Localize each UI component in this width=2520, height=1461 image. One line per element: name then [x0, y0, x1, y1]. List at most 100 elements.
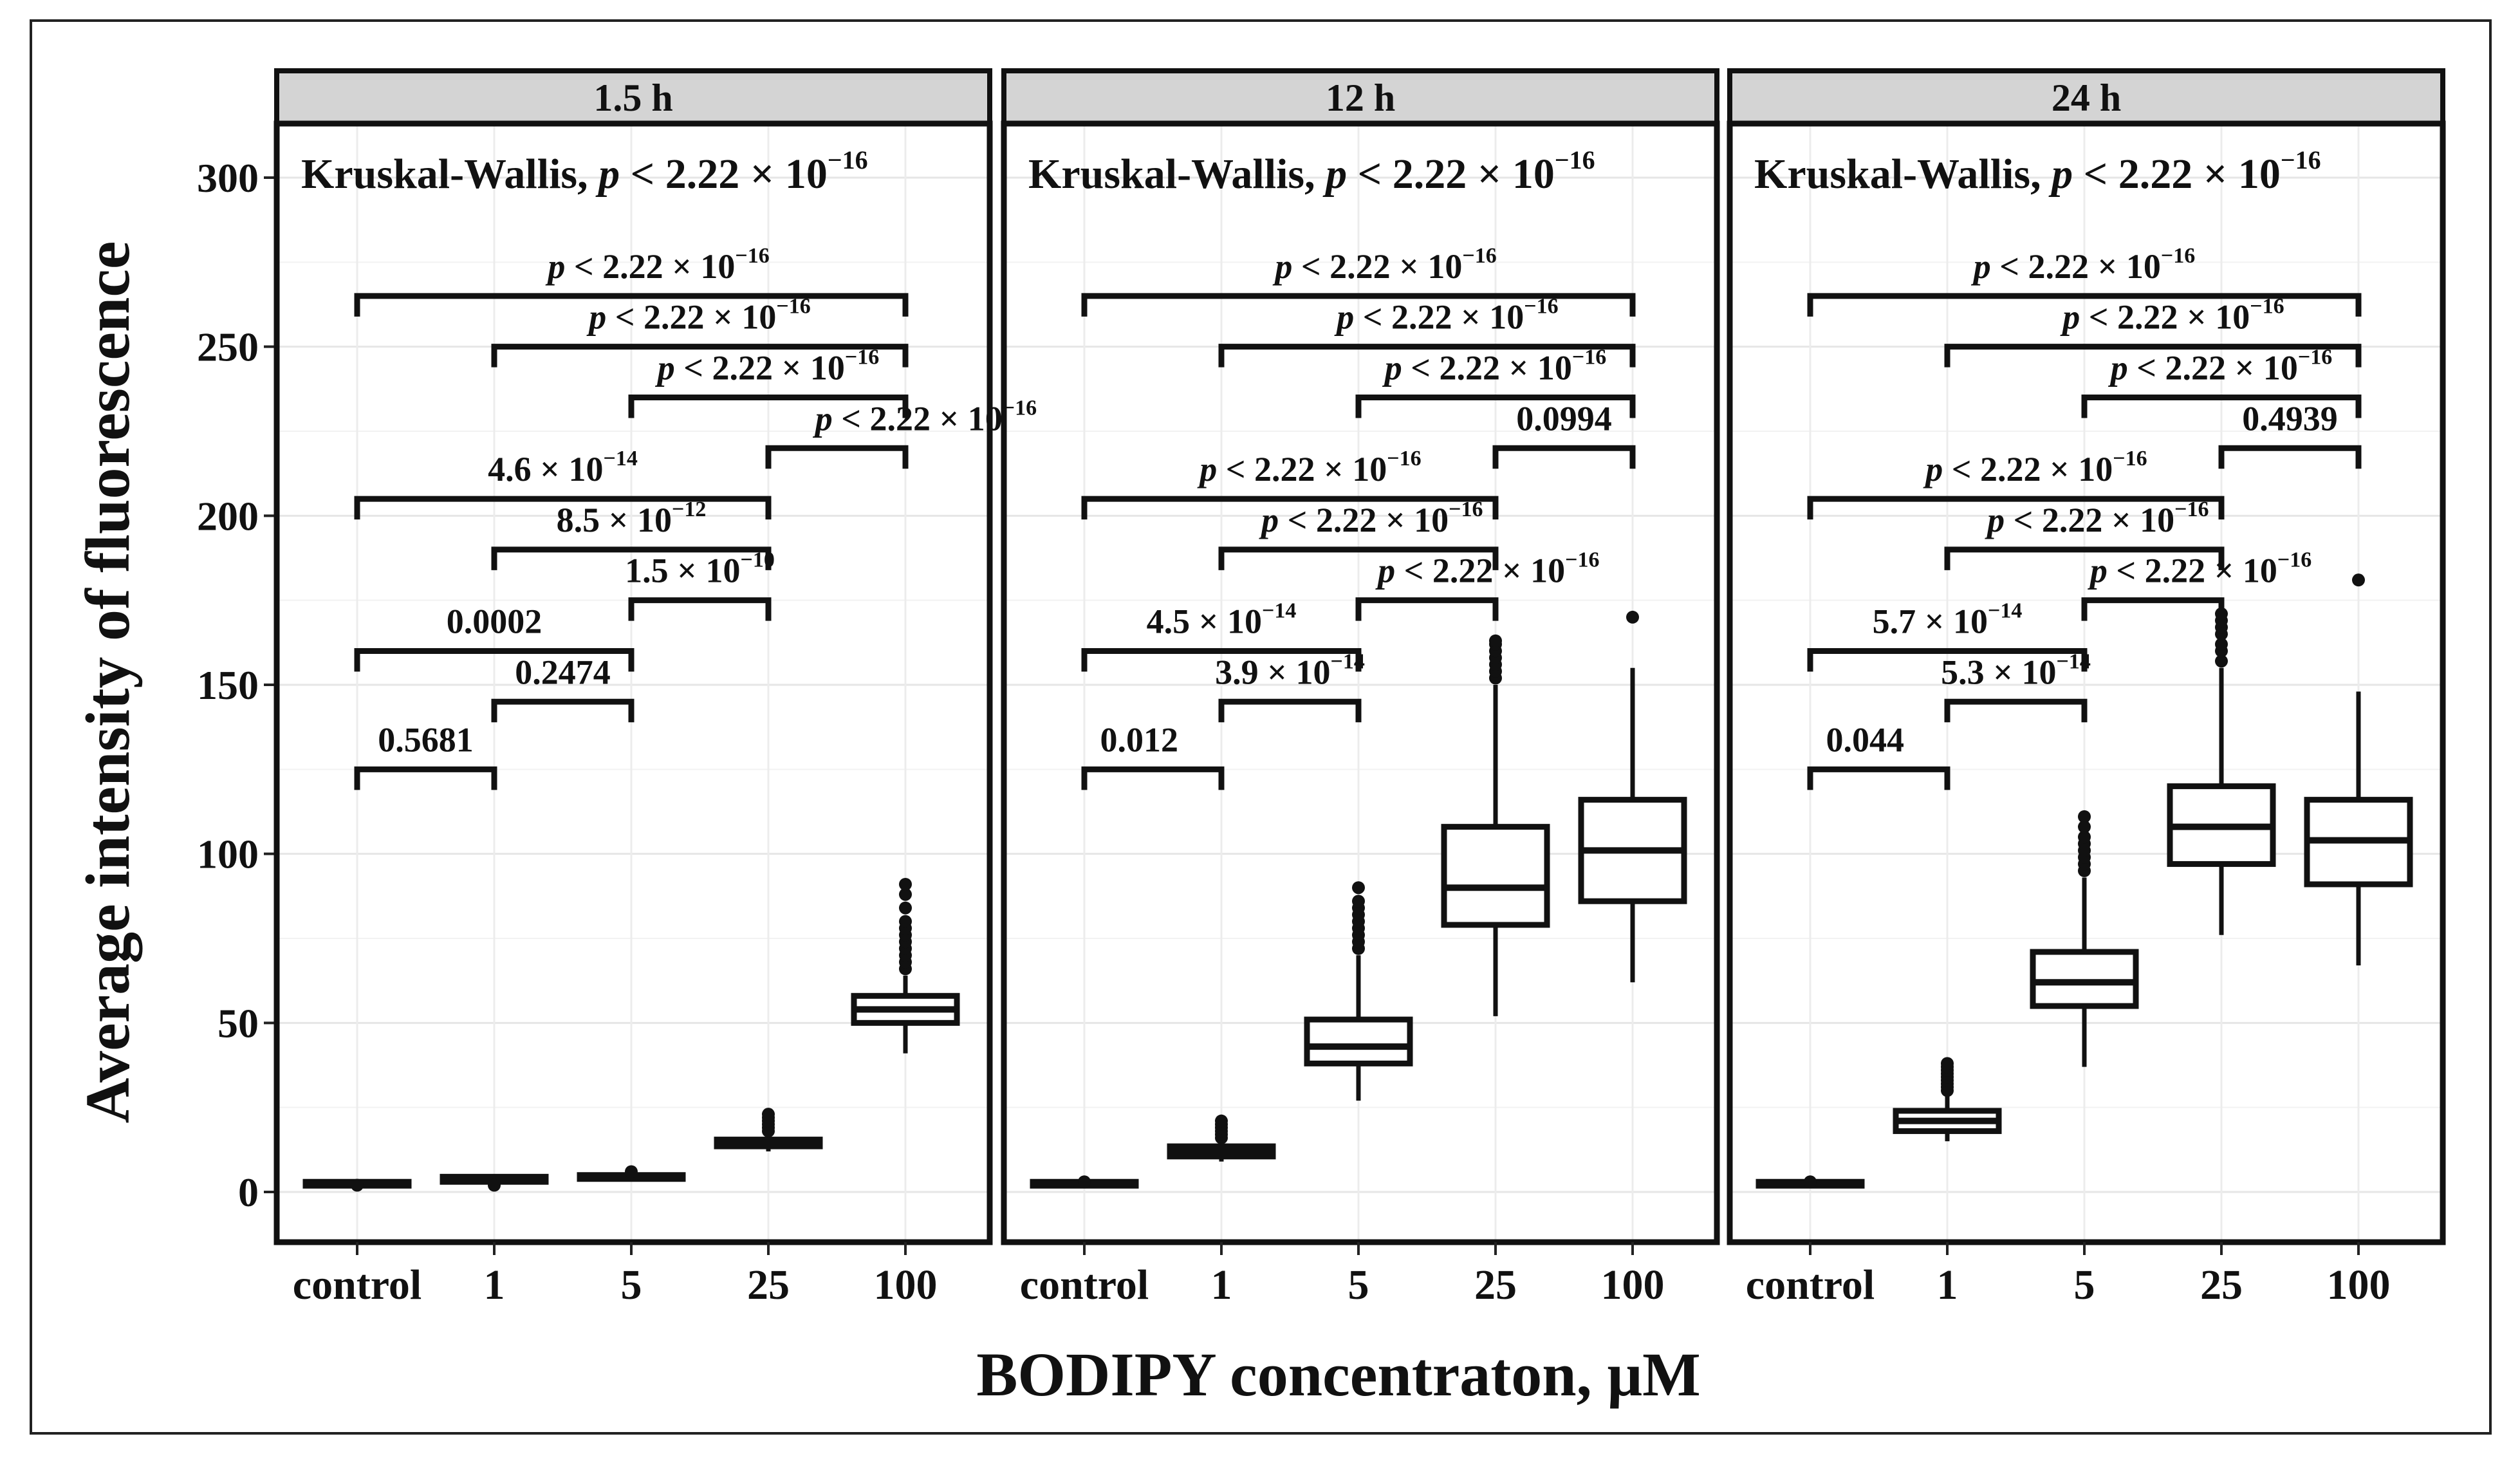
- comparison-exponent: −16: [1524, 295, 1558, 319]
- comparison-bracket: 0.012: [1081, 720, 1225, 790]
- bracket-line: [1218, 546, 1499, 570]
- outlier-point: [488, 1178, 501, 1192]
- comparison-label: 4.6 × 10−14: [488, 447, 638, 489]
- comparison-p: p: [1375, 552, 1395, 590]
- comparison-p: p: [2088, 552, 2108, 590]
- comparison-bracket: p < 2.22 × 10−16: [491, 295, 909, 368]
- outlier-point: [1626, 610, 1639, 624]
- comparison-value: 0.0994: [1516, 399, 1612, 438]
- kw-value: < 2.22 × 10: [620, 151, 828, 198]
- box-control: [1756, 1175, 1865, 1189]
- comparison-bracket: p < 2.22 × 10−16: [628, 345, 909, 418]
- comparison-exponent: −16: [2113, 447, 2147, 470]
- y-tick-label: 300: [197, 155, 259, 201]
- outlier-point: [2215, 637, 2228, 651]
- comparison-value: 0.044: [1826, 720, 1904, 759]
- comparison-label: p < 2.22 × 10−16: [2108, 345, 2332, 387]
- bracket-line: [354, 766, 497, 790]
- panel-frame: [1727, 120, 2446, 1245]
- y-tick-label: 150: [197, 662, 259, 708]
- comparison-bracket: p < 2.22 × 10−16: [354, 244, 909, 317]
- panel-title: 1.5 h: [593, 77, 672, 119]
- bracket-line: [491, 344, 909, 368]
- comparison-bracket: 0.0002: [354, 602, 635, 672]
- outlier-point: [899, 915, 912, 928]
- comparison-bracket: 1.5 × 10−10: [625, 548, 775, 621]
- comparison-value: 1.5 × 10: [625, 552, 740, 590]
- x-tick-label: 25: [2200, 1261, 2243, 1308]
- comparison-label: 1.5 × 10−10: [625, 548, 775, 590]
- comparison-p: p: [545, 247, 565, 286]
- comparison-value: < 2.22 × 10: [2080, 298, 2250, 337]
- comparison-bracket: 0.2474: [491, 653, 635, 723]
- x-tick-label: 100: [2327, 1261, 2391, 1308]
- comparison-exponent: −16: [1449, 498, 1483, 521]
- outlier-point: [1078, 1175, 1091, 1189]
- comparison-bracket: 3.9 × 10−14: [1215, 649, 1365, 723]
- outlier-point: [2078, 810, 2091, 823]
- comparison-p: p: [2108, 348, 2128, 387]
- panel-title: 12 h: [1326, 77, 1395, 119]
- comparison-bracket: 5.3 × 10−14: [1941, 649, 2091, 723]
- outlier-point: [2215, 655, 2228, 668]
- comparison-bracket: p < 2.22 × 10−16: [1081, 447, 1499, 520]
- box-25: [714, 1108, 823, 1151]
- y-axis: 0 50 100 150 200 250 300: [197, 155, 277, 1215]
- comparison-label: 0.0994: [1516, 399, 1612, 438]
- comparison-label: p < 2.22 × 10−16: [1272, 244, 1496, 286]
- y-tick-label: 200: [197, 493, 259, 539]
- x-tick-label: 1: [484, 1261, 505, 1308]
- comparison-label: 0.2474: [515, 653, 611, 691]
- bracket-line: [628, 597, 772, 621]
- comparison-label: 0.012: [1100, 720, 1178, 759]
- comparison-p: p: [655, 348, 675, 387]
- comparison-exponent: −16: [1572, 345, 1606, 369]
- x-axis-label: BODIPY concentraton, μM: [976, 1340, 1700, 1409]
- box-1: [440, 1173, 549, 1192]
- comparison-value: 0.2474: [515, 653, 611, 691]
- box-100: [1578, 610, 1687, 983]
- comparison-value: < 2.22 × 10: [1292, 247, 1462, 286]
- comparison-p: p: [1197, 450, 1217, 489]
- box-5: [2030, 810, 2139, 1067]
- comparison-value: 5.7 × 10: [1873, 602, 1988, 640]
- kw-p: p: [2048, 151, 2073, 198]
- bracket-line: [2081, 394, 2362, 418]
- comparison-p: p: [1985, 501, 2005, 539]
- comparison-exponent: −16: [845, 345, 879, 369]
- comparison-bracket: p < 2.22 × 10−16: [1355, 345, 1636, 418]
- comparison-bracket: 0.044: [1807, 720, 1950, 790]
- box-100: [2304, 573, 2413, 966]
- comparison-label: 0.5681: [378, 720, 474, 759]
- outlier-point: [899, 877, 912, 891]
- bracket-line: [1492, 445, 1636, 469]
- comparison-label: p < 2.22 × 10−16: [1375, 548, 1599, 590]
- box-5: [1304, 881, 1413, 1101]
- panel-strip: [274, 68, 992, 126]
- comparison-label: p < 2.22 × 10−16: [1971, 244, 2195, 286]
- comparison-exponent: −16: [735, 244, 769, 268]
- comparison-value: 8.5 × 10: [557, 501, 672, 539]
- comparison-p: p: [1923, 450, 1943, 489]
- x-tick-label: 25: [747, 1261, 790, 1308]
- bracket-line: [491, 546, 772, 570]
- comparison-exponent: −16: [2277, 548, 2312, 572]
- comparison-bracket: 4.6 × 10−14: [354, 447, 772, 520]
- comparison-exponent: −16: [2250, 295, 2284, 319]
- comparison-value: 0.5681: [378, 720, 474, 759]
- bracket-line: [354, 647, 635, 672]
- comparison-label: 5.3 × 10−14: [1941, 649, 2091, 691]
- panel-frame: [1001, 120, 1720, 1245]
- y-tick-label: 100: [197, 832, 259, 877]
- comparison-p: p: [2060, 298, 2080, 337]
- comparison-exponent: −16: [1003, 396, 1037, 420]
- comparison-bracket: p < 2.22 × 10−16: [1944, 498, 2225, 570]
- box-control: [302, 1178, 412, 1192]
- bracket-line: [1944, 698, 2088, 723]
- outlier-point: [351, 1178, 364, 1192]
- comparison-value: 0.0002: [447, 602, 542, 640]
